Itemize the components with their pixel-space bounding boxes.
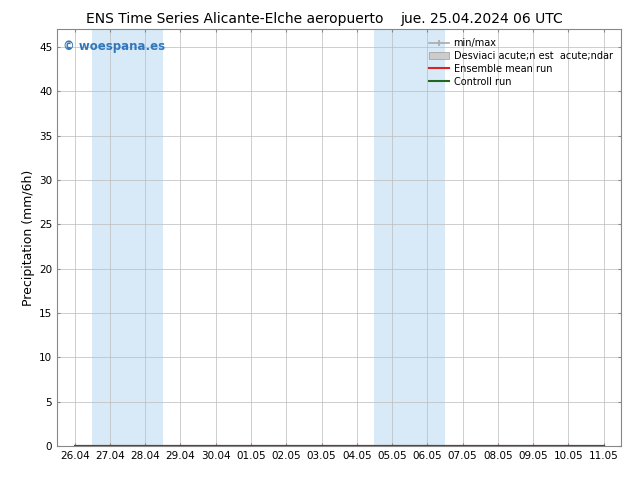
Bar (375, 29, 445, 446)
Legend: min/max, Desviaci acute;n est  acute;ndar, Ensemble mean run, Controll run: min/max, Desviaci acute;n est acute;ndar… (425, 34, 616, 91)
Text: ENS Time Series Alicante-Elche aeropuerto: ENS Time Series Alicante-Elche aeropuert… (86, 12, 384, 26)
Y-axis label: Precipitation (mm/6h): Precipitation (mm/6h) (22, 170, 35, 306)
Text: © woespana.es: © woespana.es (63, 40, 165, 53)
Bar (93, 29, 163, 446)
Text: jue. 25.04.2024 06 UTC: jue. 25.04.2024 06 UTC (401, 12, 563, 26)
